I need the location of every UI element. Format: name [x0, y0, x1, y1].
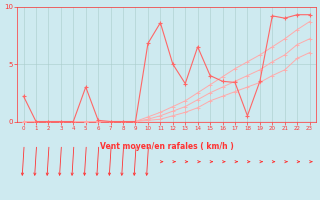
X-axis label: Vent moyen/en rafales ( km/h ): Vent moyen/en rafales ( km/h )	[100, 142, 234, 151]
